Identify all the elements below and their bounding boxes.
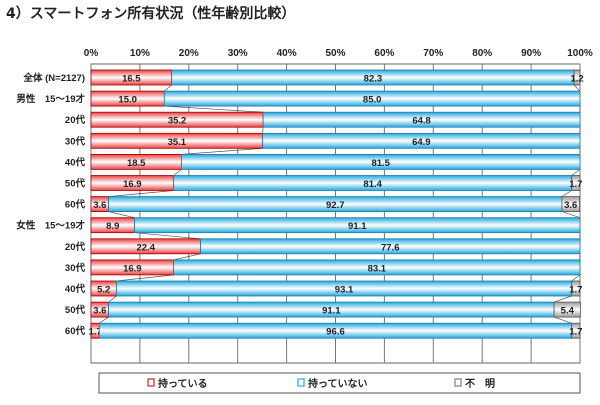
category-label: 男性 15～19才	[16, 93, 85, 105]
x-tick-label: 80%	[472, 48, 492, 59]
legend-label: 持っていない	[308, 377, 368, 390]
x-tick-label: 0%	[84, 48, 99, 59]
data-label: 35.2	[168, 116, 187, 127]
legend-box	[98, 372, 581, 394]
series-connector	[571, 274, 581, 282]
category-label: 50代	[65, 304, 86, 316]
category-label: 30代	[65, 262, 86, 274]
category-label: 30代	[65, 135, 86, 147]
series-connector	[173, 253, 201, 261]
data-label: 16.9	[123, 179, 142, 190]
data-label: 1.7	[569, 327, 582, 338]
data-label: 15.0	[118, 95, 137, 106]
legend-marker	[147, 378, 155, 387]
data-label: 91.1	[348, 221, 367, 232]
series-connector	[173, 169, 182, 176]
x-tick-label: 60%	[374, 48, 394, 59]
legend-marker	[454, 378, 462, 387]
data-label: 81.5	[371, 158, 390, 169]
x-tick-label: 40%	[277, 48, 297, 59]
category-label: 全体 (N=2127)	[22, 72, 85, 84]
bar-segment	[173, 259, 581, 276]
legend-label: 持っている	[158, 377, 208, 390]
data-label: 16.9	[123, 263, 142, 274]
data-label: 3.6	[93, 306, 106, 317]
data-label: 93.1	[335, 285, 354, 296]
legend-marker	[297, 378, 305, 387]
series-connector	[108, 295, 117, 303]
data-label: 92.7	[326, 200, 345, 211]
x-tick-label: 90%	[521, 48, 541, 59]
data-label: 35.1	[168, 137, 187, 148]
bar-segment	[163, 90, 581, 107]
series-connector	[561, 211, 581, 219]
bar-segment	[571, 322, 581, 339]
data-label: 81.4	[363, 179, 382, 190]
series-connector	[108, 190, 174, 197]
bar-segment	[561, 196, 580, 213]
data-label: 22.4	[137, 242, 156, 253]
series-connector	[571, 169, 581, 176]
bar-segment	[134, 217, 581, 234]
x-tick-label: 30%	[228, 48, 248, 59]
x-tick-label: 70%	[423, 48, 443, 59]
category-label: 50代	[65, 178, 86, 190]
data-label: 3.6	[564, 200, 577, 211]
series-connector	[116, 274, 174, 282]
category-label: 40代	[65, 283, 86, 295]
data-label: 5.2	[97, 285, 110, 296]
data-label: 5.4	[561, 306, 575, 317]
series-connector	[164, 84, 172, 92]
data-label: 85.0	[363, 95, 382, 106]
data-label: 3.6	[93, 200, 106, 211]
category-label: 20代	[65, 114, 86, 126]
bar-segment	[553, 301, 581, 318]
data-label: 1.7	[89, 327, 102, 338]
bar-segment	[262, 132, 581, 149]
x-tick-label: 20%	[179, 48, 199, 59]
bar-segment	[571, 280, 581, 297]
bar-segment	[571, 175, 581, 191]
series-connector	[134, 232, 201, 240]
category-label: 20代	[65, 241, 86, 253]
x-tick-label: 50%	[325, 48, 345, 59]
bar-segment	[262, 111, 581, 128]
data-label: 96.6	[326, 327, 345, 338]
category-label: 60代	[65, 199, 86, 211]
series-connector	[553, 295, 572, 303]
category-label: 女性 15～19才	[16, 220, 85, 232]
data-label: 16.5	[122, 74, 141, 85]
bar-segment	[181, 153, 581, 170]
series-connector	[164, 105, 264, 113]
data-label: 91.1	[322, 306, 341, 317]
data-label: 83.1	[368, 263, 387, 274]
x-tick-label: 10%	[130, 48, 150, 59]
legend-label: 不 明	[465, 378, 495, 390]
series-connector	[108, 211, 135, 219]
series-connector	[573, 84, 581, 92]
chart-title: 4）スマートフォン所有状況（性年齢別比較）	[6, 6, 296, 22]
bar-segment	[573, 69, 581, 86]
data-label: 64.9	[412, 137, 431, 148]
bar-segment	[200, 238, 581, 255]
category-label: 60代	[65, 325, 86, 337]
data-label: 64.8	[412, 116, 431, 127]
data-label: 8.9	[106, 221, 119, 232]
data-label: 18.5	[127, 158, 146, 169]
data-label: 1.2	[570, 74, 583, 85]
data-label: 1.7	[569, 179, 582, 190]
series-connector	[181, 147, 263, 155]
series-connector	[561, 190, 572, 197]
series-connector	[99, 316, 109, 324]
x-tick-label: 100%	[567, 48, 593, 59]
data-label: 82.3	[364, 74, 383, 85]
data-label: 77.6	[381, 242, 400, 253]
category-label: 40代	[65, 156, 86, 168]
series-connector	[553, 316, 572, 324]
data-label: 1.7	[569, 285, 582, 296]
